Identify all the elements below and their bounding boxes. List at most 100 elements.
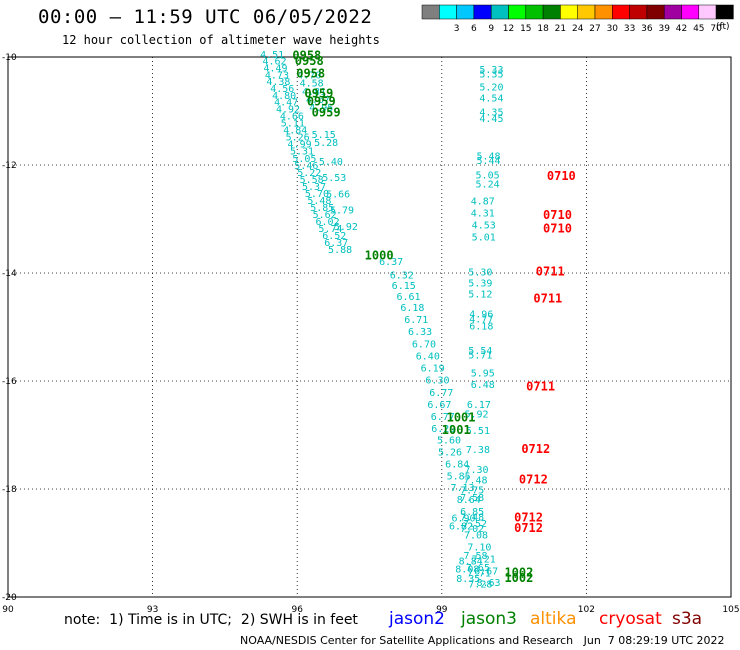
wave-height-label: 5.48 xyxy=(477,152,501,163)
wave-height-label: 6.17 xyxy=(467,400,491,411)
wave-height-label: 4.66 xyxy=(280,112,304,123)
time-label: 0958 xyxy=(292,49,321,63)
sat-label-jason3: jason3 xyxy=(461,609,517,629)
legend-tick-label: 36 xyxy=(641,24,653,34)
x-tick-label: 102 xyxy=(578,605,595,615)
sat-label-cryosat: cryosat xyxy=(599,609,662,629)
wave-height-label: 4.31 xyxy=(471,208,495,219)
legend-tick-label: 6 xyxy=(471,24,477,34)
wave-height-label: 6.67 xyxy=(474,566,498,577)
wave-height-label: 5.40 xyxy=(319,157,343,168)
wave-height-label: 5.95 xyxy=(471,369,495,380)
wave-height-label: 5.12 xyxy=(468,289,492,300)
y-tick-label: -14 xyxy=(2,269,17,279)
wave-height-label: 5.74 xyxy=(318,224,342,235)
wave-height-label: 5.30 xyxy=(468,268,492,279)
wave-height-label: 6.90 xyxy=(451,513,475,524)
wave-height-label: 6.33 xyxy=(408,327,432,338)
chart-title: 00:00 – 11:59 UTC 06/05/2022 xyxy=(38,6,373,28)
time-label: 1002 xyxy=(504,571,533,585)
wave-height-label: 4.51 xyxy=(260,50,284,61)
wave-height-label: 7.58 xyxy=(463,551,487,562)
wave-height-label: 4.45 xyxy=(479,114,503,125)
wave-height-label: 7.30 xyxy=(464,465,488,476)
legend-tick-label: 21 xyxy=(555,24,566,34)
wave-height-label: 7.48 xyxy=(460,512,484,523)
wave-height-label: 6.70 xyxy=(412,340,436,351)
wave-height-label: 5.48 xyxy=(307,196,331,207)
wave-height-label: 7.65 xyxy=(466,563,490,574)
wave-height-label: 4.58 xyxy=(300,79,324,90)
y-tick-label: -10 xyxy=(2,53,17,63)
wave-height-label: 4.96 xyxy=(469,309,493,320)
wave-height-label: 4.92 xyxy=(276,105,300,116)
time-label: 0958 xyxy=(295,54,324,68)
wave-height-label: 5.53 xyxy=(322,173,346,184)
wave-height-label: 6.61 xyxy=(396,292,420,303)
wave-height-label: 6.71 xyxy=(404,315,428,326)
wave-height-label: 5.31 xyxy=(290,147,314,158)
wave-height-label: 6.77 xyxy=(429,388,453,399)
wave-height-label: 4.95 xyxy=(309,103,333,114)
wave-height-label: 5.22 xyxy=(297,168,321,179)
wave-height-label: 5.85 xyxy=(310,203,334,214)
wave-height-label: 7.58 xyxy=(460,493,484,504)
x-tick-label: 105 xyxy=(722,605,739,615)
time-label: 1000 xyxy=(365,249,394,263)
wave-height-label: 5.05 xyxy=(476,171,500,182)
wave-height-label: 5.51 xyxy=(466,426,490,437)
sat-label-jason2: jason2 xyxy=(389,609,445,629)
chart-subtitle: 12 hour collection of altimeter wave hei… xyxy=(62,33,380,47)
wave-height-label: 6.19 xyxy=(421,363,445,374)
x-tick-label: 90 xyxy=(2,605,14,615)
time-label: 0712 xyxy=(519,473,548,487)
time-label: 0710 xyxy=(543,208,572,222)
wave-height-label: 4.56 xyxy=(270,84,294,95)
wave-height-label: 5.37 xyxy=(302,182,326,193)
legend-tick-label: 3 xyxy=(454,24,460,34)
wave-height-label: 5.62 xyxy=(313,210,337,221)
y-tick-label: -16 xyxy=(2,377,17,387)
wave-height-label: 6.40 xyxy=(416,351,440,362)
time-label: 0959 xyxy=(304,87,333,101)
wave-height-label: 5.20 xyxy=(479,82,503,93)
wave-height-label: 4.38 xyxy=(266,77,290,88)
y-tick-label: -20 xyxy=(2,593,17,603)
wave-height-label: 8.64 xyxy=(457,495,481,506)
legend-unit-label: (ft) xyxy=(716,22,730,32)
legend-tick-label: 12 xyxy=(503,24,514,34)
wave-height-label: 5.79 xyxy=(330,206,354,217)
wave-height-label: 6.77 xyxy=(431,412,455,423)
wave-height-label: 4.47 xyxy=(274,98,298,109)
wave-height-label: 5.70 xyxy=(305,189,329,200)
wave-height-label: 7.28 xyxy=(468,579,492,590)
wave-height-label: 6.18 xyxy=(400,303,424,314)
wave-height-label: 5.28 xyxy=(314,138,338,149)
time-label: 0711 xyxy=(536,265,565,279)
time-label: 0711 xyxy=(533,292,562,306)
wave-height-label: 4.77 xyxy=(469,315,493,326)
time-label: 0959 xyxy=(307,95,336,109)
time-label: 0959 xyxy=(312,105,341,119)
wave-height-label: 6.15 xyxy=(392,281,416,292)
wave-height-label: 4.53 xyxy=(472,221,496,232)
wave-height-label: 5.26 xyxy=(438,448,462,459)
wave-height-label: 6.85 xyxy=(460,507,484,518)
wave-height-label: 7.02 xyxy=(460,524,484,535)
time-label: 1002 xyxy=(504,565,533,579)
wave-height-label: 4.84 xyxy=(283,126,307,137)
wave-height-label: 6.37 xyxy=(379,257,403,268)
wave-height-label: 6.18 xyxy=(469,322,493,333)
sat-label-altika: altika xyxy=(530,609,577,629)
color-legend: 3 6 9 12 15 18 21 24 27 30 33 36 39 42 45 70 xyxy=(421,4,734,34)
plot-frame xyxy=(7,56,732,598)
wave-height-label: 7.71 xyxy=(467,568,491,579)
legend-tick-label: 18 xyxy=(537,24,549,34)
legend-tick-label: 45 xyxy=(693,24,704,34)
wave-height-label: 4.70 xyxy=(297,71,321,82)
wave-height-label: 6.48 xyxy=(471,380,495,391)
wave-height-label: 4.73 xyxy=(265,71,289,82)
time-label: 1001 xyxy=(447,411,476,425)
time-label: 0711 xyxy=(526,380,555,394)
